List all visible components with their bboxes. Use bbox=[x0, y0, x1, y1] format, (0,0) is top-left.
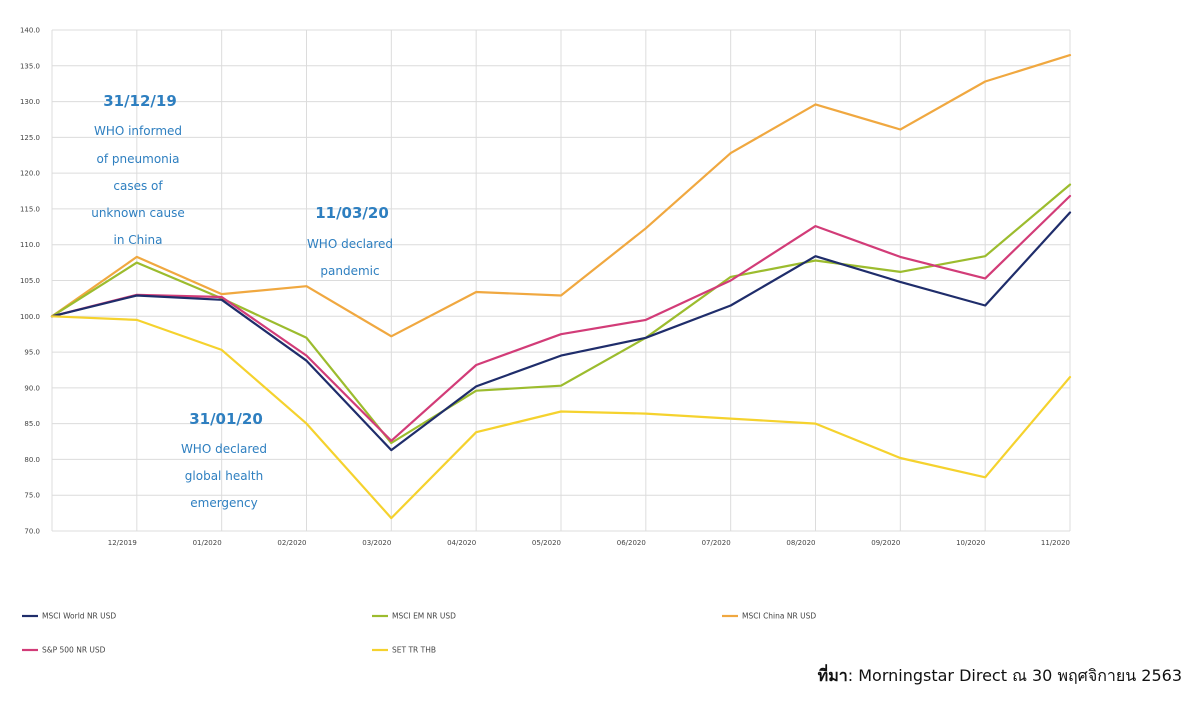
legend-item: MSCI China NR USD bbox=[722, 612, 816, 621]
series-line bbox=[50, 53, 1072, 338]
y-tick-label: 130.0 bbox=[20, 98, 40, 106]
legend-label: MSCI China NR USD bbox=[742, 612, 816, 621]
annotation-line: global health bbox=[185, 469, 263, 483]
legend-item: SET TR THB bbox=[372, 646, 436, 655]
legend-label: MSCI EM NR USD bbox=[392, 612, 456, 621]
series-line bbox=[50, 211, 1072, 452]
y-tick-label: 80.0 bbox=[24, 456, 40, 464]
y-tick-label: 135.0 bbox=[20, 62, 40, 70]
y-tick-label: 75.0 bbox=[24, 492, 40, 500]
legend-item: S&P 500 NR USD bbox=[22, 646, 106, 655]
annotation-line: WHO informed bbox=[94, 124, 182, 138]
x-tick-label: 09/2020 bbox=[871, 539, 900, 547]
chart-legend: MSCI World NR USD MSCI EM NR USD MSCI Chin… bbox=[22, 612, 816, 655]
annotation-line: of pneumonia bbox=[97, 152, 180, 166]
x-tick-label: 06/2020 bbox=[617, 539, 646, 547]
annotation-date: 31/12/19 bbox=[103, 92, 177, 110]
legend-item: MSCI World NR USD bbox=[22, 612, 116, 621]
annotation-global-emergency: 31/01/20 WHO declared global health emer… bbox=[181, 410, 267, 510]
y-tick-label: 90.0 bbox=[24, 384, 40, 392]
x-tick-label: 05/2020 bbox=[532, 539, 561, 547]
y-axis: 70.0 75.0 80.0 85.0 90.0 95.0 100.0 105.0 110.0 1… bbox=[20, 27, 40, 536]
annotation-line: emergency bbox=[190, 496, 257, 510]
annotation-line: in China bbox=[113, 233, 162, 247]
annotation-line: WHO declared bbox=[181, 442, 267, 456]
x-tick-label: 11/2020 bbox=[1041, 539, 1070, 547]
annotation-pandemic: 11/03/20 WHO declared pandemic bbox=[307, 204, 393, 278]
y-tick-label: 120.0 bbox=[20, 170, 40, 178]
y-tick-label: 95.0 bbox=[24, 349, 40, 357]
source-label: ที่มา bbox=[817, 666, 848, 685]
legend-label: MSCI World NR USD bbox=[42, 612, 116, 621]
annotation-date: 11/03/20 bbox=[315, 204, 389, 222]
y-tick-label: 70.0 bbox=[24, 528, 40, 536]
annotation-line: pandemic bbox=[320, 264, 379, 278]
series-line bbox=[50, 315, 1072, 520]
x-tick-label: 03/2020 bbox=[362, 539, 391, 547]
x-tick-label: 08/2020 bbox=[786, 539, 815, 547]
annotation-line: WHO declared bbox=[307, 237, 393, 251]
y-tick-label: 110.0 bbox=[20, 241, 40, 249]
series-line bbox=[50, 183, 1072, 445]
source-credit: ที่มา: Morningstar Direct ณ 30 พฤศจิกายน… bbox=[818, 664, 1182, 689]
series-line bbox=[50, 194, 1072, 442]
legend-label: S&P 500 NR USD bbox=[42, 646, 106, 655]
chart-grid bbox=[51, 29, 1071, 532]
y-tick-label: 125.0 bbox=[20, 134, 40, 142]
y-tick-label: 105.0 bbox=[20, 277, 40, 285]
x-axis: 12/2019 01/2020 02/2020 03/2020 04/2020 05/20… bbox=[108, 539, 1070, 547]
x-tick-label: 04/2020 bbox=[447, 539, 476, 547]
x-tick-label: 02/2020 bbox=[277, 539, 306, 547]
y-tick-label: 140.0 bbox=[20, 27, 40, 35]
y-tick-label: 85.0 bbox=[24, 420, 40, 428]
legend-label: SET TR THB bbox=[392, 646, 436, 655]
annotation-line: cases of bbox=[113, 179, 163, 193]
x-tick-label: 10/2020 bbox=[956, 539, 985, 547]
line-chart: 70.0 75.0 80.0 85.0 90.0 95.0 100.0 105.0 110.0 1… bbox=[20, 27, 1072, 655]
annotation-date: 31/01/20 bbox=[189, 410, 263, 428]
annotation-who-informed: 31/12/19 WHO informed of pneumonia cases… bbox=[91, 92, 185, 247]
legend-item: MSCI EM NR USD bbox=[372, 612, 456, 621]
annotation-line: unknown cause bbox=[91, 206, 185, 220]
source-text: : Morningstar Direct ณ 30 พฤศจิกายน 2563 bbox=[847, 666, 1182, 685]
x-tick-label: 12/2019 bbox=[108, 539, 137, 547]
y-tick-label: 115.0 bbox=[20, 205, 40, 213]
x-tick-label: 01/2020 bbox=[193, 539, 222, 547]
x-tick-label: 07/2020 bbox=[702, 539, 731, 547]
y-tick-label: 100.0 bbox=[20, 313, 40, 321]
chart-series bbox=[50, 53, 1072, 520]
